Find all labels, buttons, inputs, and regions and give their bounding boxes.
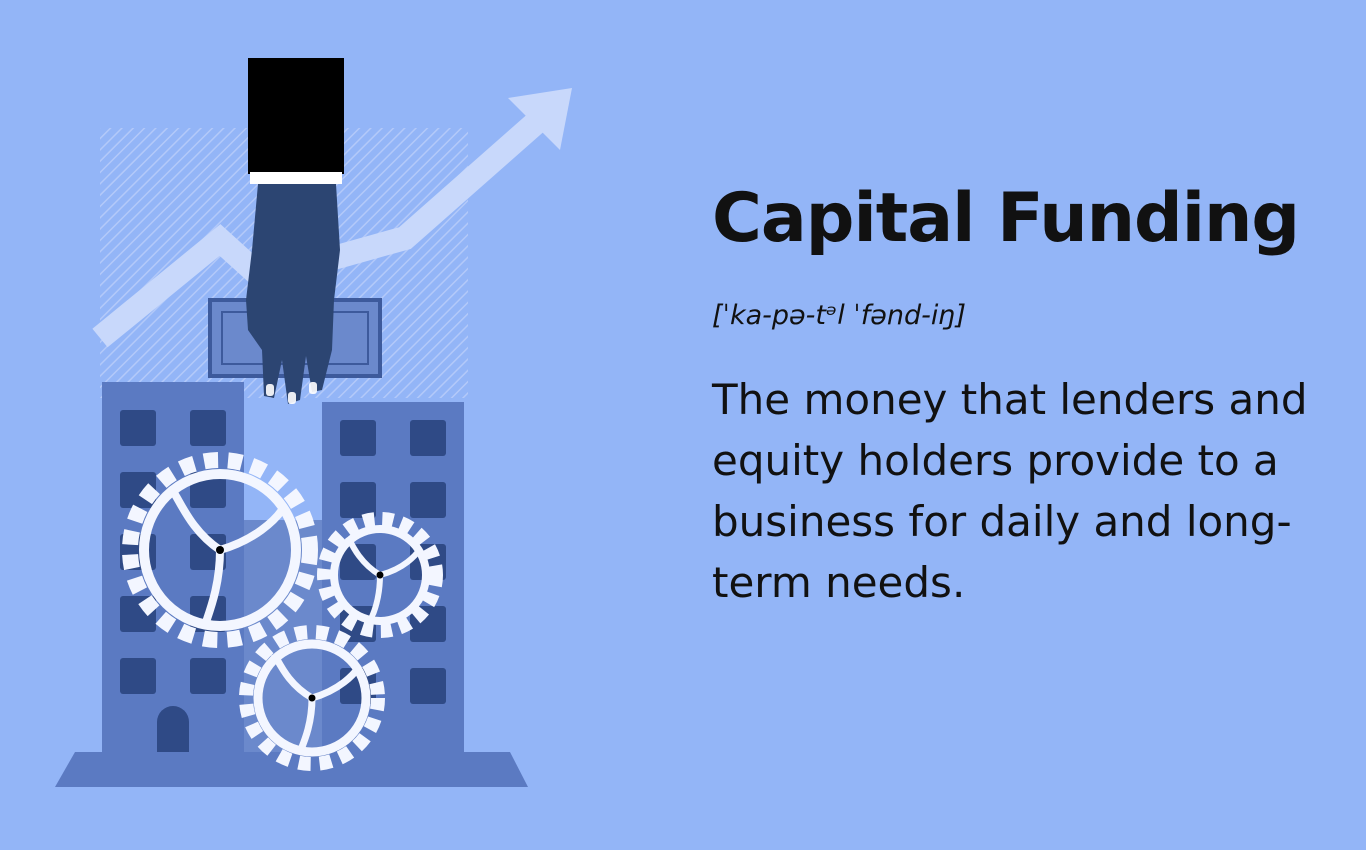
- gears-icon: [122, 452, 443, 771]
- term-title: Capital Funding: [712, 179, 1300, 258]
- hand-with-money-icon: [246, 58, 344, 404]
- definition-panel: Capital Funding [ˈka-pə-tᵊl ˈfənd-iŋ] Th…: [712, 179, 1352, 613]
- term-pronunciation: [ˈka-pə-tᵊl ˈfənd-iŋ]: [712, 300, 966, 332]
- capital-funding-illustration: [55, 58, 572, 787]
- term-definition: The money that lenders and equity holder…: [712, 375, 1308, 608]
